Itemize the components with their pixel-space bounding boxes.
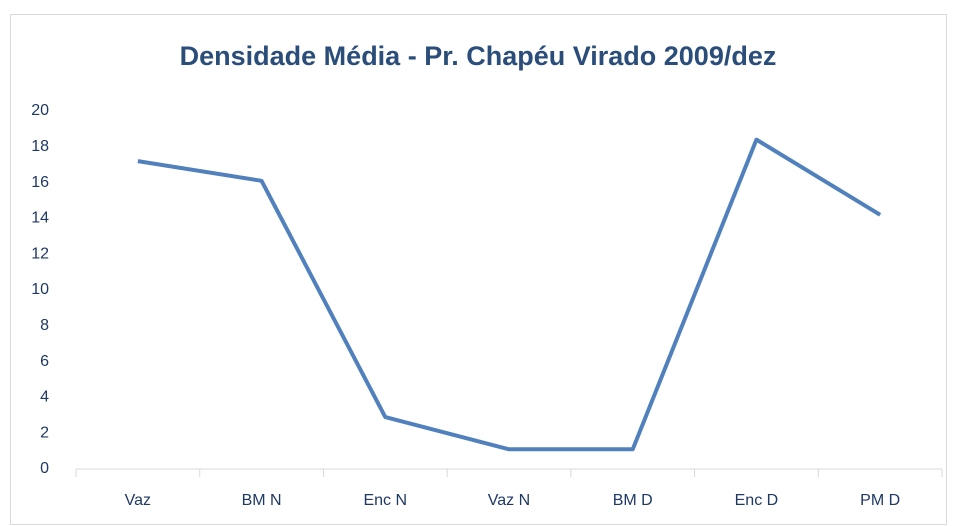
y-tick-label: 4 <box>40 389 49 406</box>
chart-title: Densidade Média - Pr. Chapéu Virado 2009… <box>180 41 777 71</box>
y-tick-label: 2 <box>40 424 49 441</box>
y-tick-label: 16 <box>31 174 49 191</box>
y-tick-label: 0 <box>40 460 49 477</box>
x-tick-label: Enc N <box>363 492 407 509</box>
x-tick-label: Vaz <box>125 492 151 509</box>
x-tick-label: PM D <box>860 492 900 509</box>
x-tick-label: BM N <box>242 492 282 509</box>
y-tick-label: 8 <box>40 317 49 334</box>
y-tick-label: 14 <box>31 210 49 227</box>
y-tick-label: 10 <box>31 281 49 298</box>
y-tick-label: 12 <box>31 245 49 262</box>
data-line <box>137 137 882 452</box>
y-tick-label: 20 <box>31 102 49 119</box>
x-tick-label: BM D <box>613 492 653 509</box>
y-tick-label: 18 <box>31 138 49 155</box>
chart-border <box>10 14 947 525</box>
x-tick-label: Vaz N <box>488 492 530 509</box>
x-tick-label: Enc D <box>735 492 779 509</box>
y-tick-label: 6 <box>40 353 49 370</box>
